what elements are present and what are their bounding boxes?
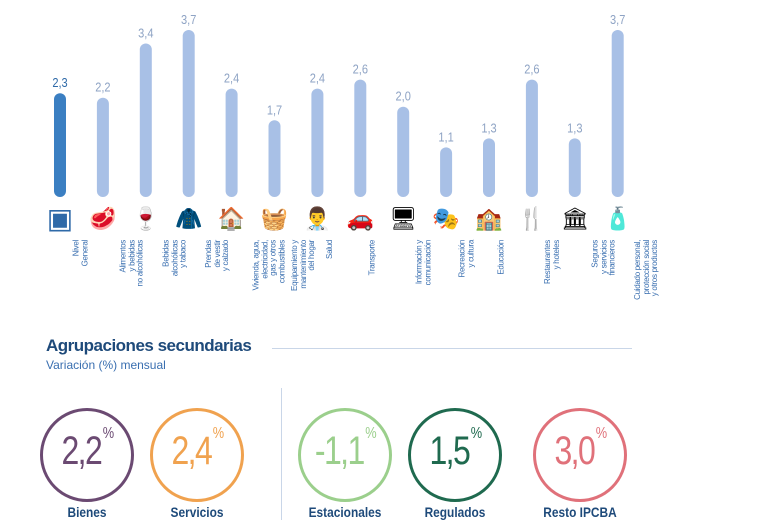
- bar-value-label: 3,7: [610, 12, 626, 27]
- indicator-label: Regulados: [424, 504, 486, 520]
- jacket-shoe-icon: 🧥: [174, 206, 203, 231]
- section-title: Agrupaciones secundarias: [46, 336, 252, 355]
- bar: [397, 106, 410, 197]
- value-number: 2,4: [171, 429, 212, 473]
- bar: [96, 97, 109, 197]
- doctor-icon: 👨‍⚕️: [303, 206, 332, 231]
- bar-value-label: 2,4: [310, 71, 326, 86]
- indicator-value: 1,5%: [420, 425, 490, 474]
- wine-tobacco-icon: 🍷: [132, 206, 160, 231]
- percent-sign: %: [595, 425, 607, 442]
- house-icon: 🏠: [217, 206, 246, 231]
- value-number: 3,0: [554, 429, 595, 473]
- indicator-value: 3,0%: [545, 425, 615, 474]
- indicator-value: 2,2%: [52, 425, 122, 474]
- bar: [311, 88, 324, 197]
- bar: [525, 79, 538, 197]
- theater-masks-icon: 🎭: [432, 206, 460, 231]
- indicator-label: Bienes: [67, 504, 107, 520]
- indicator-circle: 1,5%: [408, 408, 502, 502]
- divider: [281, 388, 282, 520]
- bar-value-label: 2,6: [353, 62, 369, 77]
- bar-value-label: 2,2: [95, 80, 111, 95]
- bar-value-label: 2,6: [524, 62, 540, 77]
- section-subtitle: Variación (%) mensual: [46, 358, 166, 372]
- bar: [440, 147, 453, 197]
- ipcba-logo-icon: ▣: [46, 203, 74, 234]
- bar-value-label: 1,1: [438, 129, 454, 144]
- indicator-circle: 3,0%: [533, 408, 627, 502]
- bar: [268, 120, 281, 197]
- bar: [354, 79, 367, 197]
- value-number: 2,2: [61, 429, 102, 473]
- bar: [611, 30, 624, 197]
- bank-icon: 🏛: [560, 206, 589, 231]
- school-icon: 🏫: [475, 206, 503, 231]
- bar: [483, 138, 495, 197]
- bar-value-label: 1,3: [481, 120, 497, 135]
- indicator-value: -1,1%: [310, 425, 380, 474]
- bar: [568, 138, 581, 197]
- indicator-value: 2,4%: [162, 425, 232, 474]
- bar-value-label: 2,4: [224, 71, 240, 86]
- bar-value-label: 1,3: [567, 120, 583, 135]
- bar-value-label: 2,0: [396, 89, 412, 104]
- personal-care-icon: 🧴: [603, 206, 632, 231]
- percent-sign: %: [212, 425, 224, 442]
- bar-value-label: 3,4: [138, 26, 154, 41]
- food-icon: 🥩: [89, 206, 117, 231]
- indicator-circle: 2,4%: [150, 408, 244, 502]
- percent-sign: %: [470, 425, 482, 442]
- indicator-label: Resto IPCBA: [543, 504, 617, 520]
- indicator-label: Estacionales: [308, 504, 382, 520]
- indicator-label: Servicios: [170, 504, 224, 520]
- bar: [139, 43, 152, 197]
- indicator-circle: -1,1%: [298, 408, 392, 502]
- car-plane-icon: 🚗: [346, 206, 374, 231]
- percent-sign: %: [102, 425, 114, 442]
- bar: [225, 88, 238, 197]
- washing-machine-icon: 🧺: [260, 206, 289, 231]
- bar-value-label: 1,7: [267, 102, 283, 117]
- percent-sign: %: [365, 425, 376, 442]
- bar-value-label: 2,3: [52, 75, 68, 90]
- category-label: Cuidado personal, protección social y ot…: [633, 240, 660, 300]
- computer-icon: 🖥: [389, 206, 418, 231]
- divider: [272, 348, 632, 349]
- indicator-circle: 2,2%: [40, 408, 134, 502]
- bar: [182, 30, 195, 197]
- value-number: 1,5: [429, 429, 470, 473]
- cutlery-icon: 🍴: [518, 206, 546, 231]
- bar: [54, 93, 66, 197]
- value-number: -1,1: [314, 429, 365, 473]
- bar-chart: 2,3 2,2 3,4 3,7 2,4 1,7 2,4 2,6 2,0 1,1 1,3 2,6 1,3 3…: [52, 12, 626, 197]
- bar-value-label: 3,7: [181, 12, 197, 27]
